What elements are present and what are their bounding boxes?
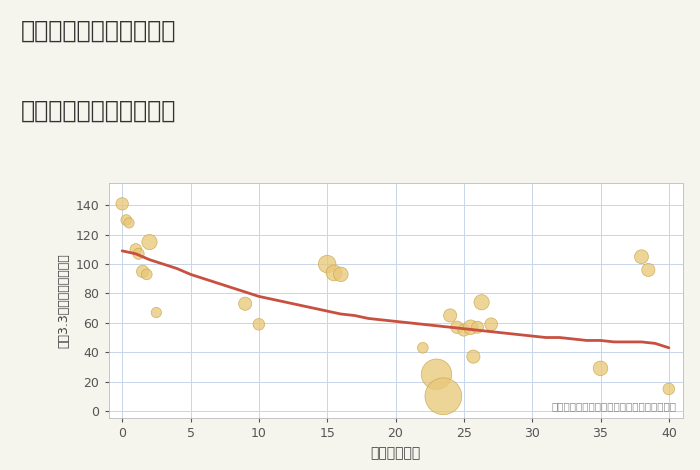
Point	[452, 323, 463, 331]
Text: 円の大きさは、取引のあった物件面積を示す: 円の大きさは、取引のあった物件面積を示す	[552, 401, 677, 411]
Text: 築年数別中古戸建て価格: 築年数別中古戸建て価格	[21, 99, 176, 123]
Point	[321, 260, 332, 268]
Point	[472, 323, 483, 331]
Point	[663, 385, 674, 393]
Point	[239, 300, 251, 307]
Point	[137, 268, 148, 275]
Point	[431, 370, 442, 378]
Point	[150, 309, 162, 316]
Text: 奈良県奈良市三条栄町の: 奈良県奈良市三条栄町の	[21, 19, 176, 43]
Point	[123, 219, 134, 227]
Point	[444, 312, 456, 319]
Point	[643, 266, 654, 274]
Point	[130, 246, 141, 253]
Point	[465, 323, 476, 331]
Point	[468, 353, 479, 360]
Point	[636, 253, 647, 260]
Point	[144, 238, 155, 246]
Point	[141, 271, 153, 278]
Point	[458, 326, 470, 334]
Point	[328, 269, 339, 277]
Point	[253, 321, 265, 328]
Point	[417, 344, 428, 352]
Point	[476, 298, 487, 306]
Point	[486, 321, 497, 328]
Point	[120, 216, 132, 224]
Point	[133, 250, 144, 258]
X-axis label: 築年数（年）: 築年数（年）	[370, 446, 421, 460]
Point	[438, 392, 449, 400]
Y-axis label: 坪（3.3㎡）単価（万円）: 坪（3.3㎡）単価（万円）	[57, 253, 70, 348]
Point	[595, 365, 606, 372]
Point	[117, 200, 128, 208]
Point	[335, 271, 346, 278]
